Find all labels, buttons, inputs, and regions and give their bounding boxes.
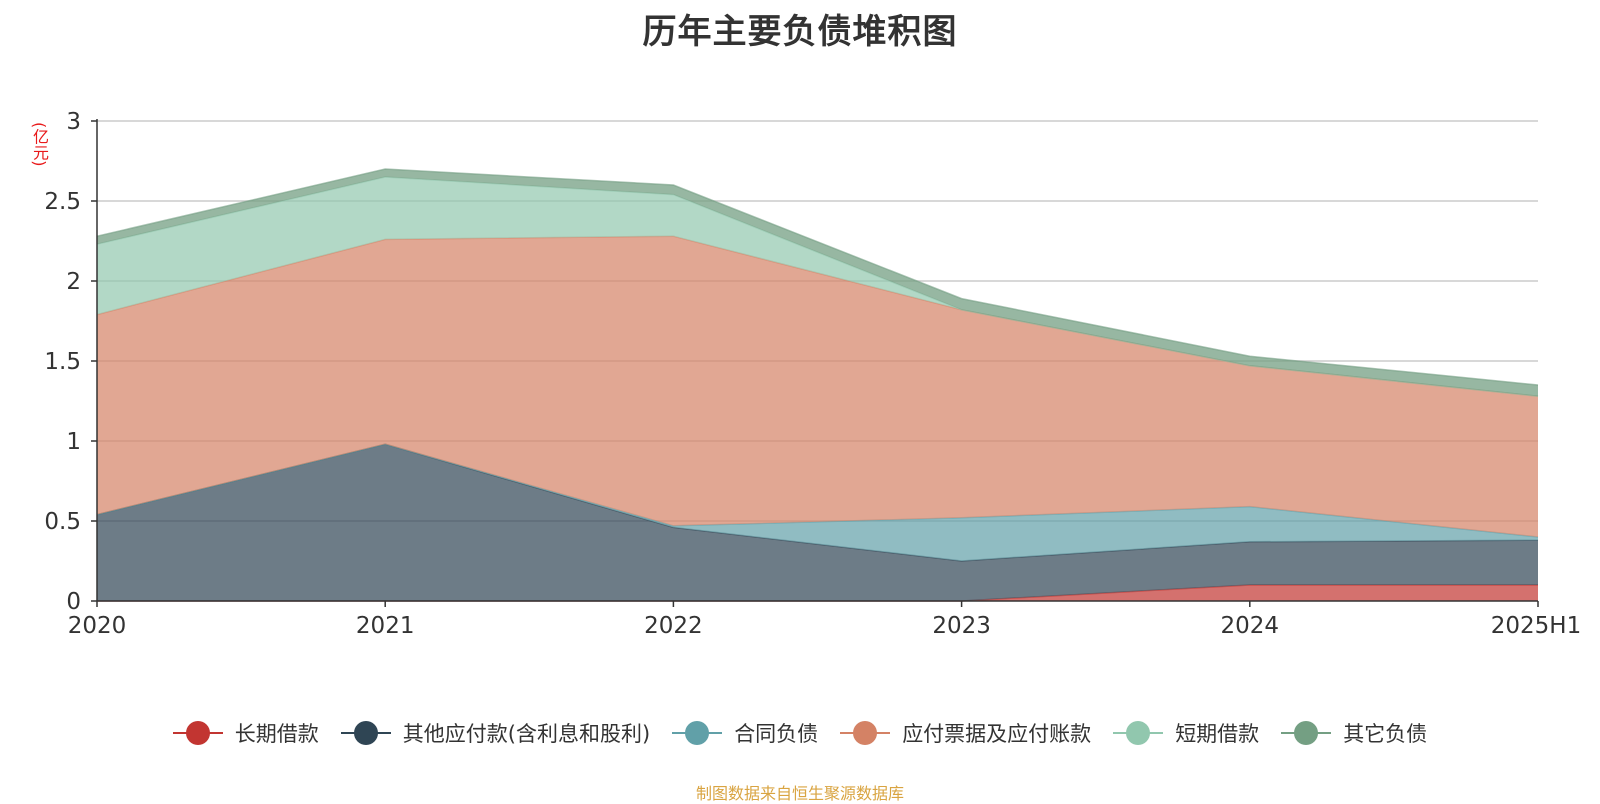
chart-legend: 长期借款 其他应付款(含利息和股利) 合同负债 应付票据及应付账款 短期借款 其它负债 — [0, 718, 1600, 748]
legend-marker-icon — [672, 720, 723, 746]
x-tick-label: 2022 — [644, 613, 703, 639]
legend-marker-icon — [840, 720, 891, 746]
chart-title: 历年主要负债堆积图 — [642, 12, 958, 52]
area-layer — [96, 168, 1539, 602]
legend-item[interactable]: 合同负债 — [672, 718, 818, 748]
area-series-0 — [97, 585, 1538, 601]
area-series-edge-5 — [96, 168, 1539, 386]
legend-label: 其它负债 — [1343, 722, 1428, 746]
legend-marker-icon — [1113, 720, 1164, 746]
legend-label: 其他应付款(含利息和股利) — [402, 722, 651, 746]
x-tick-label: 2021 — [356, 613, 415, 639]
legend-label: 短期借款 — [1175, 722, 1260, 746]
legend-marker-icon — [1281, 720, 1332, 746]
y-tick-label: 3 — [66, 109, 81, 135]
area-series-3 — [97, 236, 1538, 537]
axis-layer: 0 0.5 1 1.5 2 2.5 3 2020 2021 2022 2023 2024 2025H1 — [44, 109, 1581, 639]
legend-item[interactable]: 短期借款 — [1113, 718, 1259, 748]
legend-item[interactable]: 长期借款 — [172, 718, 319, 748]
y-tick-label: 0 — [66, 589, 81, 615]
area-series-2 — [97, 444, 1538, 561]
y-tick-label: 1.5 — [44, 349, 81, 375]
x-tick-label: 2024 — [1221, 613, 1280, 639]
x-tick-label: 2023 — [932, 613, 991, 639]
y-tick-label: 2.5 — [44, 189, 81, 215]
legend-label: 合同负债 — [734, 722, 819, 746]
legend-marker-icon — [340, 720, 391, 746]
area-series-4 — [97, 177, 1538, 397]
data-source-note: 制图数据来自恒生聚源数据库 — [695, 784, 904, 803]
legend-label: 长期借款 — [234, 722, 319, 746]
legend-item[interactable]: 其他应付款(含利息和股利) — [340, 718, 651, 748]
area-series-1 — [97, 444, 1538, 601]
y-tick-label: 0.5 — [44, 509, 81, 535]
legend-item[interactable]: 其它负债 — [1281, 718, 1427, 748]
x-tick-label: 2020 — [68, 613, 127, 639]
y-tick-label: 1 — [66, 429, 81, 455]
legend-item[interactable]: 应付票据及应付账款 — [840, 718, 1091, 748]
legend-marker-icon — [172, 720, 223, 746]
legend-label: 应付票据及应付账款 — [902, 722, 1092, 746]
y-tick-label: 2 — [66, 269, 81, 295]
area-series-5 — [97, 169, 1538, 397]
y-axis-unit-label: (亿元) — [30, 122, 49, 167]
x-tick-label: 2025H1 — [1491, 613, 1581, 639]
